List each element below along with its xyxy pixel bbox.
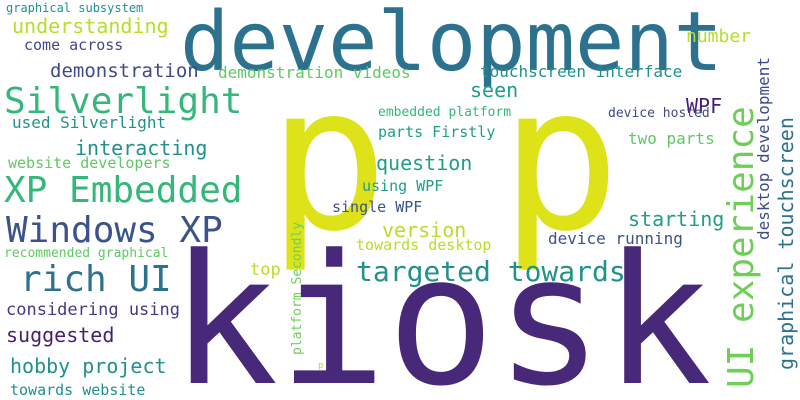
word: graphical touchscreen — [774, 117, 798, 370]
word: device hosted — [608, 106, 710, 121]
word: WPF — [686, 94, 723, 118]
word: p — [500, 43, 621, 276]
word: towards desktop — [356, 236, 492, 254]
word: interacting — [75, 136, 208, 160]
word: platform Secondly — [290, 221, 305, 355]
word: suggested — [6, 323, 115, 347]
word: p — [268, 43, 389, 276]
word: development — [180, 0, 724, 90]
word: version — [382, 218, 467, 242]
word: starting — [628, 207, 725, 231]
word: two parts — [628, 129, 715, 148]
word: touchscreen interface — [480, 62, 683, 81]
word: number — [686, 26, 752, 47]
word: Windows XP — [6, 210, 223, 251]
word: single WPF — [332, 198, 423, 216]
word: device running — [548, 229, 683, 248]
word: demonstration videos — [218, 63, 411, 82]
word: recommended graphical — [4, 246, 169, 261]
word: demonstration — [50, 60, 199, 82]
word: come across — [24, 36, 124, 54]
word: question — [376, 151, 473, 175]
word: used Silverlight — [12, 113, 167, 132]
word: targeted towards — [356, 255, 626, 288]
word: top — [250, 260, 281, 280]
word: using WPF — [362, 177, 444, 195]
word: XP Embedded — [4, 170, 243, 211]
word: graphical subsystem — [6, 1, 144, 15]
word: kiosk — [170, 217, 712, 400]
word: desktop development — [754, 56, 773, 240]
word: seen — [470, 78, 519, 102]
word: website developers — [8, 154, 171, 172]
word: hobby project — [10, 354, 167, 378]
word: p — [318, 361, 324, 371]
word: Silverlight — [4, 81, 243, 122]
word: parts Firstly — [378, 123, 496, 141]
word: considering using — [6, 300, 180, 320]
word: rich UI — [20, 259, 172, 300]
word: understanding — [12, 14, 169, 38]
word: embedded platform — [378, 105, 512, 120]
word: towards website — [10, 381, 146, 399]
